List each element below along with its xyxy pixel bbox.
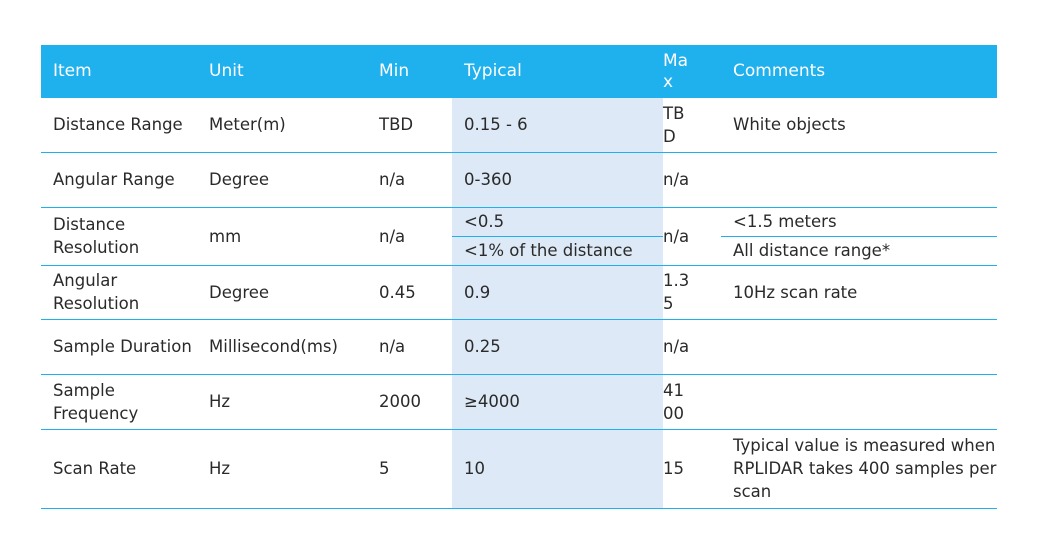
cell-min: 0.45	[367, 265, 452, 320]
cell-comments: 10Hz scan rate	[721, 265, 997, 320]
cell-unit: mm	[197, 207, 367, 266]
cell-typical-sub-2: <1% of the distance	[452, 236, 663, 266]
header-item: Item	[41, 45, 197, 98]
cell-unit: Degree	[197, 265, 367, 320]
cell-max: n/a	[663, 152, 721, 208]
table-row: Scan Rate Hz 5 10 15 Typical value is me…	[41, 429, 997, 509]
cell-min: n/a	[367, 207, 452, 266]
cell-typical: 0.9	[452, 265, 663, 320]
cell-typical: ≥4000	[452, 374, 663, 430]
cell-max-text: n/a	[663, 170, 690, 189]
cell-item: Angular Resolution	[41, 265, 197, 320]
cell-min: 2000	[367, 374, 452, 430]
cell-min: 5	[367, 429, 452, 509]
cell-max-text: 4100	[663, 380, 684, 423]
header-row: Item Unit Min Typical Max Comments	[41, 45, 997, 98]
header-comments: Comments	[721, 45, 997, 98]
cell-comments	[721, 152, 997, 208]
cell-comments-sub-2: All distance range*	[721, 236, 997, 266]
cell-max: 4100	[663, 374, 721, 430]
table-row-sub: <1% of the distance All distance range*	[41, 236, 997, 266]
cell-item: Distance Range	[41, 98, 197, 153]
cell-max: 1.35	[663, 265, 721, 320]
cell-typical: 0.25	[452, 319, 663, 375]
cell-comments: Typical value is measured when RPLIDAR t…	[721, 429, 997, 509]
cell-typical: 10	[452, 429, 663, 509]
cell-max-text: 15	[663, 459, 684, 478]
cell-max: n/a	[663, 319, 721, 375]
cell-comments	[721, 319, 997, 375]
table-row: Sample Duration Millisecond(ms) n/a 0.25…	[41, 319, 997, 375]
spec-table: Item Unit Min Typical Max Comments Dista…	[41, 45, 997, 509]
cell-item: Angular Range	[41, 152, 197, 208]
cell-unit: Hz	[197, 374, 367, 430]
cell-item: Scan Rate	[41, 429, 197, 509]
cell-comments-sub-1: <1.5 meters	[721, 207, 997, 237]
cell-unit: Meter(m)	[197, 98, 367, 153]
cell-max: n/a	[663, 207, 721, 266]
cell-unit: Hz	[197, 429, 367, 509]
header-max-text: Max	[663, 50, 689, 92]
header-max: Max	[663, 45, 721, 98]
cell-unit: Degree	[197, 152, 367, 208]
cell-typical-sub-1: <0.5	[452, 207, 663, 237]
cell-comments: White objects	[721, 98, 997, 153]
cell-max: TBD	[663, 98, 721, 153]
cell-min: TBD	[367, 98, 452, 153]
cell-max-text: 1.35	[663, 271, 690, 313]
cell-max: 15	[663, 429, 721, 509]
table-row: Angular Resolution Degree 0.45 0.9 1.35 …	[41, 265, 997, 320]
cell-typical: 0-360	[452, 152, 663, 208]
table-row: Sample Frequency Hz 2000 ≥4000 4100	[41, 374, 997, 430]
cell-max-text: n/a	[663, 226, 690, 246]
cell-min: n/a	[367, 152, 452, 208]
cell-max-text: TBD	[663, 103, 685, 146]
cell-typical: 0.15 - 6	[452, 98, 663, 153]
cell-comments	[721, 374, 997, 430]
cell-min: n/a	[367, 319, 452, 375]
cell-item: Sample Duration	[41, 319, 197, 375]
header-unit: Unit	[197, 45, 367, 98]
table-row: Angular Range Degree n/a 0-360 n/a	[41, 152, 997, 208]
cell-item: Sample Frequency	[41, 374, 197, 430]
header-typical: Typical	[452, 45, 663, 98]
cell-item: Distance Resolution	[41, 207, 197, 266]
cell-max-text: n/a	[663, 337, 690, 356]
cell-unit: Millisecond(ms)	[197, 319, 367, 375]
table-row: Distance Range Meter(m) TBD 0.15 - 6 TBD…	[41, 98, 997, 153]
table-row: Distance Resolution mm n/a <0.5 n/a <1.5…	[41, 207, 997, 266]
header-min: Min	[367, 45, 452, 98]
